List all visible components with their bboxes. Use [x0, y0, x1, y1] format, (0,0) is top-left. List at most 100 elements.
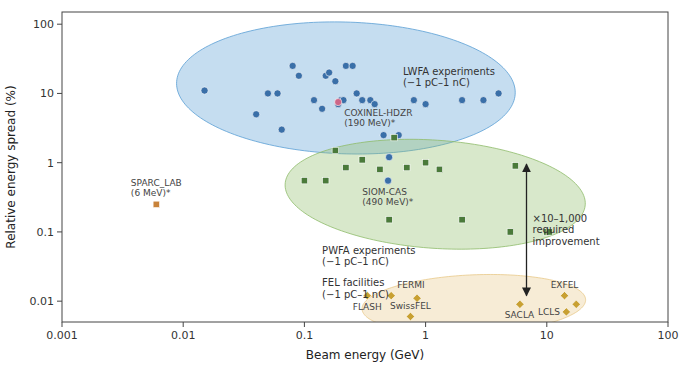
point-label-line: (190 MeV)*	[344, 118, 396, 128]
point-circle	[295, 72, 302, 79]
point-circle	[359, 97, 366, 104]
point-circle	[422, 101, 429, 108]
y-tick	[57, 162, 62, 163]
point-square	[436, 166, 442, 172]
group-label-line: FEL facilities	[322, 277, 384, 288]
point-circle	[326, 69, 333, 76]
point-circle	[495, 90, 502, 97]
x-tick	[546, 322, 547, 327]
point-circle	[386, 154, 393, 161]
x-tick-label: 10	[540, 329, 554, 342]
group-label-line: PWFA experiments	[322, 245, 415, 256]
point-label-line: COXINEL-HDZR	[344, 108, 412, 118]
point-circle	[278, 126, 285, 133]
point-square	[323, 177, 329, 183]
point-circle	[201, 87, 208, 94]
point-label: SwissFEL	[390, 301, 431, 311]
y-tick-label: 10	[40, 87, 54, 100]
point-circle	[253, 111, 260, 118]
point-label: LCLS	[538, 307, 560, 317]
x-tick-label: 100	[658, 329, 679, 342]
point-label-line: LCLS	[538, 307, 560, 317]
point-circle	[264, 90, 271, 97]
series-points	[384, 177, 391, 184]
point-square	[507, 229, 513, 235]
point-circle	[332, 78, 339, 85]
point-diamond	[562, 308, 570, 316]
point-square	[359, 157, 365, 163]
plot-area	[153, 22, 585, 322]
group-label-line: (−1 pC–1 nC)	[403, 77, 470, 88]
point-label-line: SACLA	[505, 310, 535, 320]
point-circle	[380, 132, 387, 139]
point-square	[301, 177, 307, 183]
y-tick-label: 100	[33, 18, 54, 31]
point-diamond	[560, 291, 568, 299]
plot-frame	[62, 12, 668, 322]
point-diamond	[572, 300, 580, 308]
point-label-line: EXFEL	[551, 280, 579, 290]
point-circle	[458, 97, 465, 104]
group-label: FEL facilities(−1 pC–1 nC)	[322, 277, 389, 300]
point-circle	[353, 90, 360, 97]
annotations: LWFA experiments(−1 pC–1 nC) PWFA experim…	[131, 66, 600, 320]
x-tick	[668, 322, 669, 327]
point-label: FLASH	[353, 302, 382, 312]
series-points	[153, 201, 159, 207]
arrow-label-line: required	[533, 224, 575, 235]
x-tick	[183, 322, 184, 327]
point-diamond	[406, 312, 414, 320]
y-tick	[57, 93, 62, 94]
point-label-line: FLASH	[353, 302, 382, 312]
point-circle	[274, 90, 281, 97]
point-square	[404, 164, 410, 170]
group-label: PWFA experiments(−1 pC–1 nC)	[322, 245, 415, 268]
x-axis-label: Beam energy (GeV)	[306, 348, 424, 362]
point-label-line: (490 MeV)*	[362, 197, 414, 207]
y-tick-label: 1	[47, 157, 54, 170]
region-ellipse	[177, 22, 516, 154]
point-label: SACLA	[505, 310, 535, 320]
x-tick	[425, 322, 426, 327]
series-points	[201, 62, 502, 161]
point-square	[391, 134, 397, 140]
point-circle	[410, 97, 417, 104]
point-diamond	[516, 300, 524, 308]
x-tick	[62, 322, 63, 327]
series-points	[335, 98, 342, 105]
x-tick-label: 0.1	[296, 329, 314, 342]
y-tick	[57, 24, 62, 25]
group-label: LWFA experiments(−1 pC–1 nC)	[403, 66, 495, 89]
y-tick	[57, 301, 62, 302]
region-ellipse	[362, 274, 586, 322]
x-tick-label: 1	[422, 329, 429, 342]
point-circle	[371, 101, 378, 108]
point-square	[343, 164, 349, 170]
point-square	[386, 217, 392, 223]
arrow-label: ×10–1,000requiredimprovement	[533, 213, 600, 247]
point-circle	[384, 177, 391, 184]
point-label: EXFEL	[551, 280, 579, 290]
point-square	[377, 166, 383, 172]
arrow-label-line: ×10–1,000	[533, 213, 588, 224]
arrow-label-line: improvement	[533, 236, 600, 247]
point-label: SIOM-CAS(490 MeV)*	[362, 187, 414, 207]
x-tick-label: 0.01	[171, 329, 196, 342]
improvement-arrow	[526, 164, 527, 295]
point-label: SPARC_LAB(6 MeV)*	[131, 178, 182, 198]
group-label-line: (−1 pC–1 nC)	[322, 256, 389, 267]
point-circle	[349, 62, 356, 69]
point-circle	[310, 97, 317, 104]
point-circle	[342, 62, 349, 69]
point-square	[422, 159, 428, 165]
point-circle	[289, 62, 296, 69]
point-square	[332, 147, 338, 153]
point-circle	[319, 105, 326, 112]
point-label: FERMI	[397, 280, 425, 290]
point-circle	[480, 97, 487, 104]
x-tick-label: 0.001	[46, 329, 78, 342]
series-points	[301, 134, 552, 235]
y-tick-label: 0.1	[37, 226, 55, 239]
x-tick	[304, 322, 305, 327]
y-tick-label: 0.01	[30, 295, 55, 308]
